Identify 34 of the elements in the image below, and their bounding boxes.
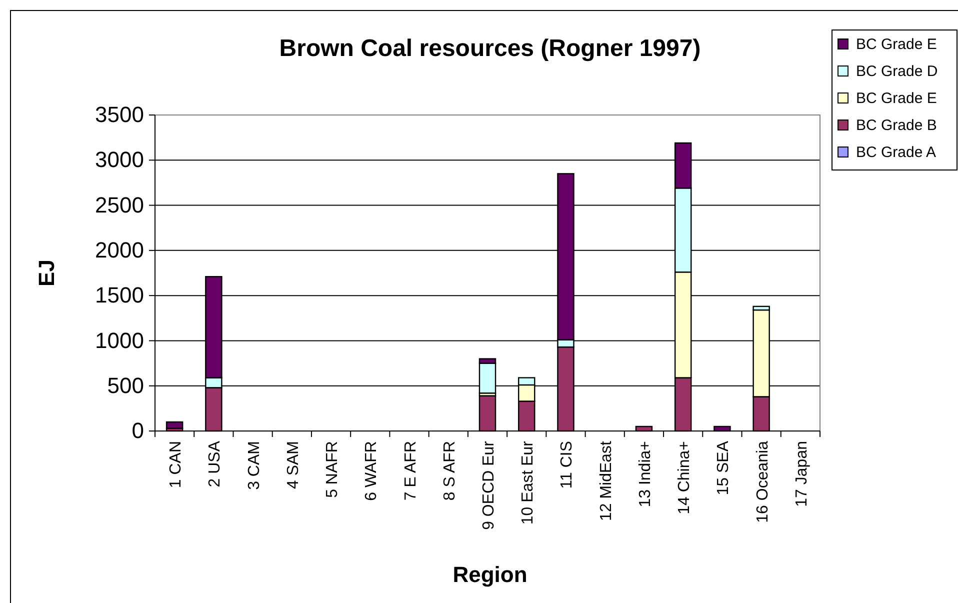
x-tick-label: 2 USA <box>206 440 224 488</box>
y-tick-label: 0 <box>132 418 144 444</box>
x-tick-label: 16 Oceania <box>754 440 772 523</box>
legend-label: BC Grade A <box>856 144 936 161</box>
x-tick-label: 1 CAN <box>168 441 185 488</box>
x-axis-title: Region <box>452 562 528 587</box>
legend-label: BC Grade E <box>856 36 937 53</box>
chart-title: Brown Coal resources (Rogner 1997) <box>279 35 701 62</box>
y-tick-label: 500 <box>107 372 144 398</box>
x-tick-label: 4 SAM <box>284 441 302 490</box>
x-tick-label: 9 OECD Eur <box>480 440 498 530</box>
legend-label: BC Grade E <box>856 90 937 107</box>
x-tick-label: 6 WAFR <box>363 441 380 501</box>
y-tick-label: 3000 <box>95 147 144 172</box>
y-tick-label: 2500 <box>95 192 144 218</box>
y-tick-label: 3500 <box>95 102 144 128</box>
x-tick-label: 14 China+ <box>676 441 694 514</box>
x-tick-label: 3 CAM <box>246 441 263 490</box>
x-tick-label: 11 CIS <box>558 441 576 489</box>
x-tick-label: 7 E AFR <box>402 441 420 501</box>
x-tick-label: 13 India+ <box>636 441 654 508</box>
y-tick-label: 1500 <box>95 282 144 308</box>
x-tick-label: 12 MidEast <box>598 440 615 522</box>
x-tick-label: 8 S AFR <box>441 441 458 501</box>
x-tick-label: 10 East Eur <box>520 440 537 525</box>
x-tick-label: 5 NAFR <box>324 441 342 498</box>
legend-label: BC Grade D <box>856 63 938 80</box>
bar <box>166 421 184 429</box>
x-tick-label: 17 Japan <box>793 441 810 507</box>
y-tick-label: 1000 <box>95 328 144 353</box>
y-axis-title: EJ <box>34 260 59 286</box>
y-tick-label: 2000 <box>95 237 144 262</box>
legend-label: BC Grade B <box>856 117 937 134</box>
x-tick-label: 15 SEA <box>715 440 732 496</box>
